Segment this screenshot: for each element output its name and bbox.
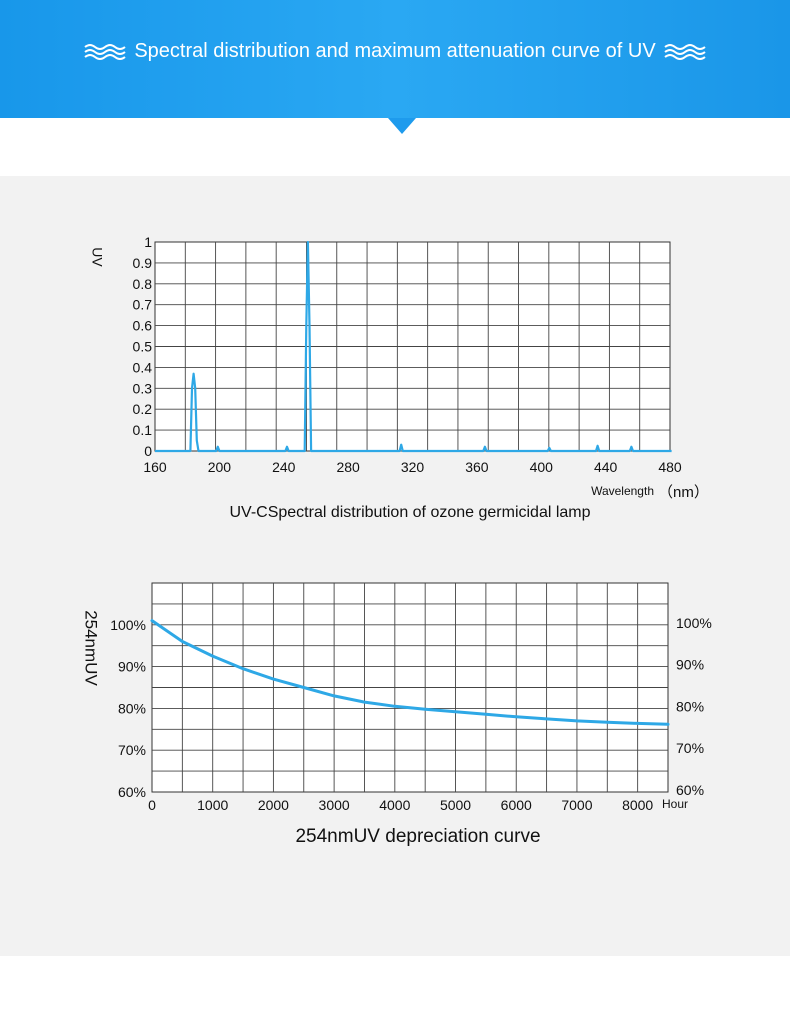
y-axis-label: UV bbox=[89, 247, 105, 267]
chart-title: UV-CSpectral distribution of ozone germi… bbox=[229, 504, 590, 521]
y-tick-label: 0.3 bbox=[133, 380, 153, 396]
depreciation-chart: 60% 70% 80% 90% 100% 60% 70% 80% 90% 100% 0 1000 200… bbox=[82, 582, 712, 847]
x-tick-label: 6000 bbox=[501, 797, 532, 813]
y-tick-label: 90% bbox=[118, 659, 146, 675]
header-banner: Spectral distribution and maximum attenu… bbox=[0, 0, 790, 118]
y-tick-label: 1 bbox=[144, 234, 152, 250]
x-tick-label: 5000 bbox=[440, 797, 471, 813]
y-tick-label: 70% bbox=[118, 742, 146, 758]
series-line bbox=[155, 240, 672, 453]
right-tick-label: 90% bbox=[676, 657, 704, 673]
x-tick-label: 3000 bbox=[319, 797, 350, 813]
x-axis-label: Wavelength bbox=[591, 484, 654, 498]
y-tick-label: 0.9 bbox=[133, 255, 153, 271]
x-tick-label: 400 bbox=[530, 459, 554, 475]
y-tick-label: 60% bbox=[118, 784, 146, 800]
y-tick-label: 0.1 bbox=[133, 422, 153, 438]
spectral-chart: 0 0.1 0.2 0.3 0.4 0.5 0.6 0.7 0.8 0.9 1 160 200 240 28… bbox=[89, 234, 709, 521]
series-line bbox=[150, 619, 670, 726]
y-tick-label: 0.4 bbox=[133, 359, 153, 375]
chart-title: 254nmUV depreciation curve bbox=[295, 826, 540, 847]
page-title: Spectral distribution and maximum attenu… bbox=[134, 40, 656, 62]
x-tick-label: 160 bbox=[143, 459, 167, 475]
y-tick-label: 0.6 bbox=[133, 318, 153, 334]
x-tick-label: 1000 bbox=[197, 797, 228, 813]
x-tick-label: 8000 bbox=[622, 797, 653, 813]
y-tick-label: 0.2 bbox=[133, 401, 153, 417]
x-tick-label: 200 bbox=[208, 459, 232, 475]
y-tick-label: 0.7 bbox=[133, 297, 153, 313]
x-axis-unit: Hour bbox=[662, 797, 688, 811]
x-tick-label: 280 bbox=[336, 459, 360, 475]
header-title-row: Spectral distribution and maximum attenu… bbox=[0, 40, 790, 63]
y-axis-label: 254nmUV bbox=[82, 610, 101, 686]
wave-icon bbox=[664, 43, 706, 60]
wave-icon bbox=[84, 43, 126, 60]
banner-pointer bbox=[388, 118, 416, 134]
right-tick-label: 60% bbox=[676, 782, 704, 798]
x-axis-unit: （nm） bbox=[658, 484, 709, 501]
x-tick-label: 4000 bbox=[379, 797, 410, 813]
y-tick-label: 0.8 bbox=[133, 276, 153, 292]
right-tick-label: 100% bbox=[676, 615, 712, 631]
x-tick-label: 2000 bbox=[258, 797, 289, 813]
right-tick-label: 80% bbox=[676, 698, 704, 714]
y-tick-label: 80% bbox=[118, 700, 146, 716]
x-tick-label: 240 bbox=[272, 459, 296, 475]
x-tick-label: 7000 bbox=[561, 797, 592, 813]
y-tick-label: 0 bbox=[144, 443, 152, 459]
y-tick-label: 0.5 bbox=[133, 339, 153, 355]
x-tick-label: 440 bbox=[594, 459, 618, 475]
x-tick-label: 480 bbox=[658, 459, 682, 475]
x-tick-label: 320 bbox=[401, 459, 425, 475]
y-tick-label: 100% bbox=[110, 617, 146, 633]
x-tick-label: 0 bbox=[148, 797, 156, 813]
right-tick-label: 70% bbox=[676, 740, 704, 756]
x-tick-label: 360 bbox=[465, 459, 489, 475]
